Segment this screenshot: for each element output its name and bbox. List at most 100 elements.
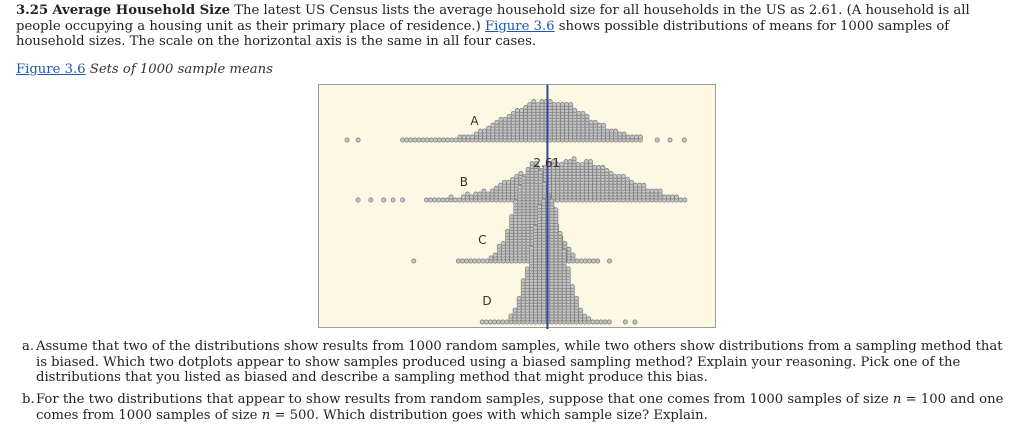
dot-C [562,240,568,246]
dot-C [509,214,515,220]
caption-text: Sets of 1000 sample means [89,62,273,77]
dot-A [404,137,410,143]
dot-B [551,159,557,165]
dot-C [570,252,576,258]
dot-A [629,134,635,140]
dot-B [506,179,511,185]
dotplot-A [344,99,687,143]
question-b-n1: n [892,392,902,407]
dot-A [502,116,508,122]
dot-D [606,319,612,325]
dot-A [576,110,582,116]
dot-D [569,284,575,290]
figure-link[interactable]: Figure 3.6 [484,18,555,34]
dot-A [572,108,578,113]
dot-C [411,258,417,264]
dot-B [559,162,565,168]
dot-A [428,137,434,143]
dot-A [478,128,483,134]
dot-B [432,197,438,203]
dot-D [549,198,555,204]
dot-A [609,128,615,134]
series-label-B: B [460,175,468,189]
dot-D [557,230,563,236]
dot-A [617,131,623,137]
question-b-eq1: = 100 and one comes from 1000 samples of… [36,392,1004,423]
dot-B [489,188,495,194]
dot-C [500,240,506,246]
caption-figure-link[interactable]: Figure 3.6 [16,62,86,77]
dot-B [390,197,396,203]
dot-A [531,99,537,105]
dot-D [492,319,497,325]
dot-D [533,225,538,230]
dot-D [602,319,608,325]
dot-D [520,278,526,284]
dot-D [632,319,638,325]
dot-D [516,295,522,301]
dot-C [607,258,612,264]
dot-B [616,173,622,179]
dot-B [473,191,479,197]
dot-C [459,258,465,264]
dot-A [633,134,639,140]
dot-D [487,319,493,325]
dot-B [678,197,684,203]
dot-C [587,258,592,264]
dot-B [575,162,581,168]
dot-A [535,102,541,108]
dot-D [578,307,584,313]
dot-B [444,197,450,203]
dot-A [654,137,660,143]
dot-B [624,176,630,182]
dot-A [416,137,422,143]
dot-B [481,188,487,194]
dot-B [604,168,610,173]
dot-C [484,258,490,264]
dot-D [622,319,628,325]
problem-text-1: The latest US Census lists the average h… [16,3,970,34]
dot-A [510,110,516,116]
dot-A [568,102,574,108]
question-b-text-1: For the two distributions that appear to… [36,392,889,407]
dot-B [682,197,688,203]
dot-C [595,258,601,264]
dot-B [641,182,647,188]
dot-A [494,119,500,125]
dot-D [496,319,502,325]
dot-B [637,182,643,188]
dot-D [512,307,518,313]
dot-A [412,137,418,143]
dot-A [441,137,447,143]
dot-A [592,119,598,125]
problem-statement: 3.25 Average Household Size The latest U… [16,3,1016,50]
dot-D [508,313,514,319]
dot-B [355,197,361,203]
series-label-A: A [470,114,479,128]
question-b-letter: b. [22,392,35,407]
dot-C [468,258,474,264]
dot-B [381,197,387,203]
dot-A [445,137,451,143]
dot-A [514,108,520,113]
dot-B [465,191,470,197]
dot-B [497,182,503,188]
dot-B [460,194,466,200]
dot-C [541,181,547,187]
dot-B [608,170,614,176]
dot-D [574,295,579,301]
dot-A [449,137,455,143]
figure-caption: Figure 3.6 Sets of 1000 sample means [16,62,273,77]
dot-C [480,258,486,264]
dot-C [525,167,531,172]
dot-C [492,252,498,258]
dot-A [613,128,619,134]
dot-A [424,137,430,143]
dot-D [594,319,600,325]
problem-number: 3.25 [16,3,49,18]
dot-D [537,204,543,210]
dot-A [490,122,496,128]
dot-A [344,137,350,143]
dot-C [582,258,588,264]
dot-B [456,197,462,203]
